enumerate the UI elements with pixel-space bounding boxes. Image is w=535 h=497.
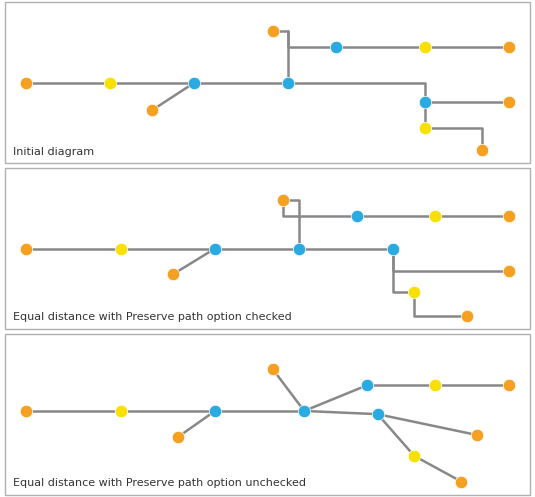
Point — [269, 27, 277, 35]
Point — [117, 407, 125, 415]
Point — [410, 452, 418, 460]
Point — [457, 478, 466, 486]
Point — [174, 433, 182, 441]
Point — [505, 267, 513, 275]
Point — [300, 407, 309, 415]
Point — [421, 44, 429, 52]
Point — [269, 365, 277, 373]
Point — [421, 124, 429, 132]
Point — [353, 212, 361, 220]
Text: Equal distance with Preserve path option unchecked: Equal distance with Preserve path option… — [13, 478, 306, 488]
Point — [106, 79, 114, 87]
Point — [462, 312, 471, 320]
Point — [373, 410, 382, 418]
Point — [505, 98, 513, 106]
Point — [431, 212, 440, 220]
Point — [410, 288, 418, 296]
Text: Equal distance with Preserve path option checked: Equal distance with Preserve path option… — [13, 313, 292, 323]
Point — [211, 407, 219, 415]
Point — [505, 381, 513, 389]
Point — [279, 196, 287, 204]
Point — [505, 212, 513, 220]
Point — [190, 79, 198, 87]
Point — [478, 146, 487, 154]
Point — [421, 98, 429, 106]
Point — [473, 431, 482, 439]
Point — [117, 245, 125, 252]
Point — [22, 245, 30, 252]
Point — [211, 245, 219, 252]
Point — [331, 44, 340, 52]
Point — [22, 79, 30, 87]
Point — [284, 79, 293, 87]
Point — [431, 381, 440, 389]
Point — [389, 245, 398, 252]
Point — [505, 44, 513, 52]
Point — [22, 407, 30, 415]
Point — [295, 245, 303, 252]
Point — [148, 106, 156, 114]
Point — [363, 381, 371, 389]
Text: Initial diagram: Initial diagram — [13, 147, 94, 157]
Point — [169, 270, 178, 278]
